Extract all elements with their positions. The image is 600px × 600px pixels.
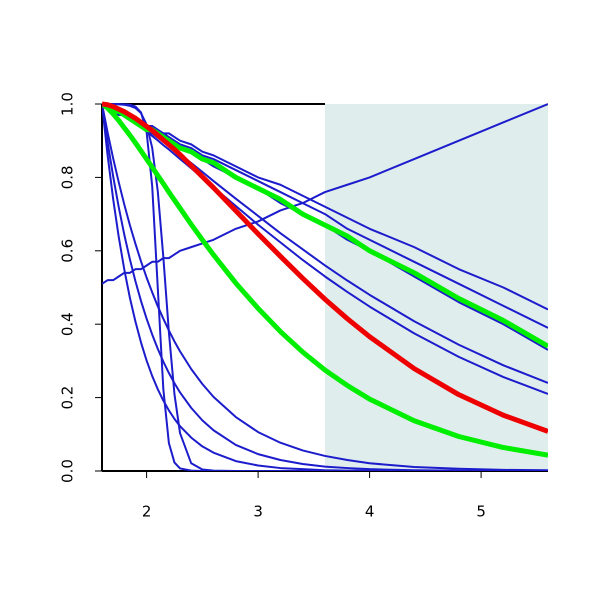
x-tick-label: 4 [365,503,375,521]
data-line [102,103,548,471]
data-line [102,103,548,285]
data-line [102,103,548,471]
y-tick-label: 0.8 [59,165,77,189]
y-tick-label: 0.6 [59,239,77,263]
x-tick-label: 5 [476,503,486,521]
data-line [102,101,548,349]
data-line [102,101,548,434]
x-tick-label: 2 [142,503,152,521]
y-tick-label: 1.0 [59,92,77,116]
x-tick-label: 3 [253,503,263,521]
y-tick-label: 0.4 [59,312,77,336]
y-tick-label: 0.2 [59,386,77,410]
data-line [102,103,548,471]
data-line [102,101,548,458]
y-tick-label: 0.0 [59,459,77,483]
data-line [102,103,548,471]
